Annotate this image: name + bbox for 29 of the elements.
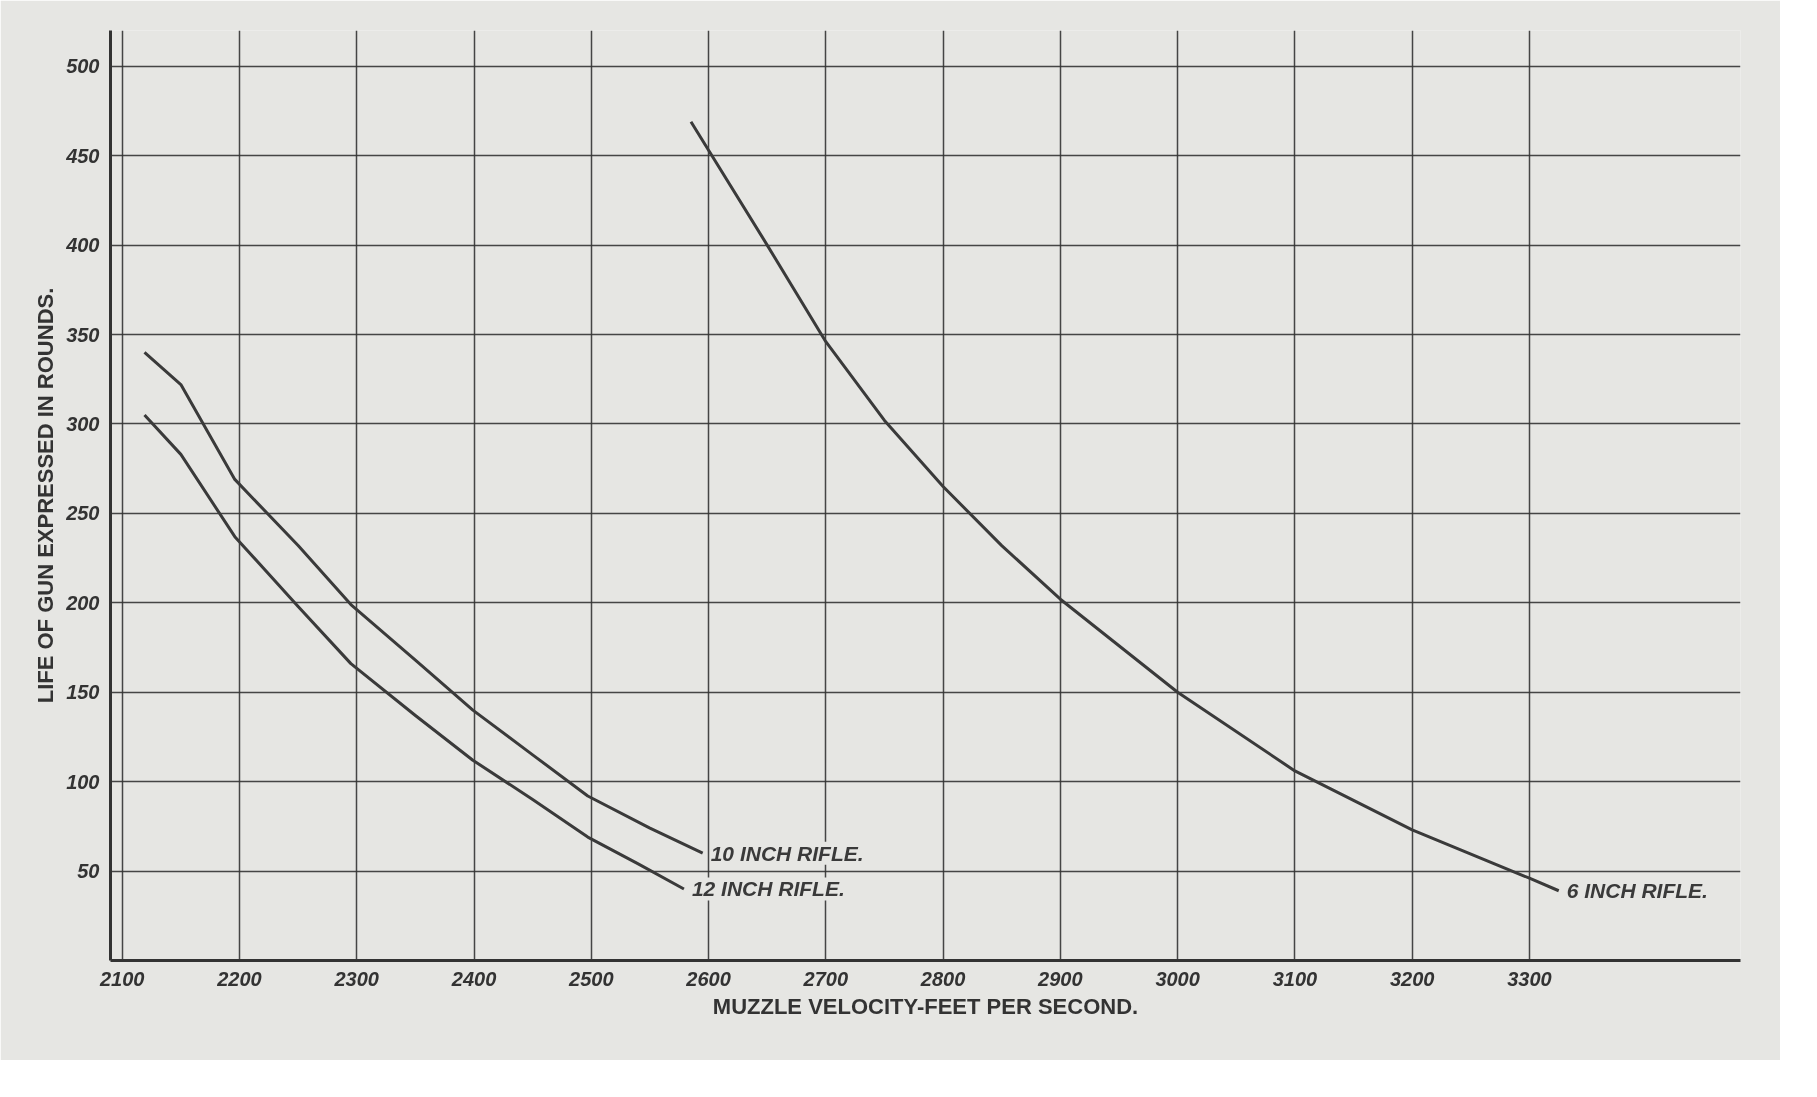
x-tick-label: 3000 xyxy=(1155,967,1200,990)
x-tick-label: 2700 xyxy=(802,967,849,990)
y-tick-label: 50 xyxy=(77,860,100,883)
y-tick-label: 350 xyxy=(66,323,100,346)
y-tick-label: 300 xyxy=(66,412,100,435)
x-tick-label: 2100 xyxy=(98,967,145,990)
series-label: 12 INCH RIFLE. xyxy=(691,877,845,901)
y-tick-label: 250 xyxy=(65,502,100,525)
x-tick-label: 2200 xyxy=(216,967,262,990)
y-tick-label: 150 xyxy=(66,681,100,704)
x-tick-label: 3200 xyxy=(1389,967,1435,990)
y-tick-label: 100 xyxy=(66,770,100,793)
x-axis-title: MUZZLE VELOCITY-FEET PER SECOND. xyxy=(712,993,1139,1019)
x-tick-label: 3300 xyxy=(1507,967,1552,990)
x-tick-label: 2900 xyxy=(1037,967,1083,990)
y-tick-label: 200 xyxy=(65,591,100,614)
x-tick-label: 2300 xyxy=(333,967,380,990)
series-label: 10 INCH RIFLE. xyxy=(710,841,864,865)
x-tick-label: 2400 xyxy=(450,967,497,990)
y-tick-label: 500 xyxy=(66,55,100,78)
x-tick-label: 3100 xyxy=(1272,967,1318,990)
y-tick-label: 450 xyxy=(65,144,100,167)
x-tick-label: 2500 xyxy=(568,967,614,990)
y-axis-title: LIFE OF GUN EXPRESSED IN ROUNDS. xyxy=(33,287,59,704)
line-series xyxy=(143,350,705,855)
x-tick-label: 2600 xyxy=(685,967,731,990)
y-tick-label: 400 xyxy=(65,234,100,257)
series-label: 6 INCH RIFLE. xyxy=(1566,879,1708,903)
x-tick-label: 2800 xyxy=(919,967,966,990)
